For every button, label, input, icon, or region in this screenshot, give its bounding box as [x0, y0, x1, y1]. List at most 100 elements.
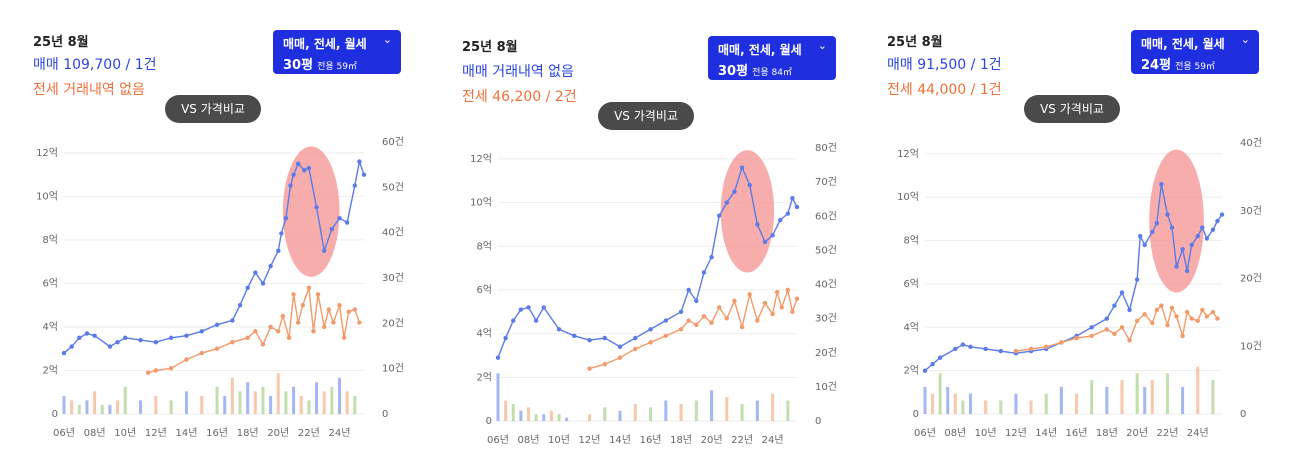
sale-data-point: [1210, 227, 1216, 232]
jeonse-data-point: [291, 292, 296, 297]
sale-data-point: [663, 318, 669, 323]
y-left-tick-label: 12억: [897, 148, 919, 160]
jeonse-summary: 전세 46,200 / 2건: [462, 89, 577, 105]
volume-bar: [953, 393, 957, 414]
volume-bar: [725, 397, 729, 421]
volume-bar: [961, 400, 965, 414]
y-right-tick-label: 10건: [815, 381, 837, 393]
filter-pyeong: 24평: [1141, 58, 1172, 73]
period-label: 25년 8월: [33, 35, 89, 50]
volume-bar: [931, 393, 935, 414]
x-tick-label: 24년: [1187, 427, 1209, 439]
sale-data-point: [314, 205, 319, 210]
jeonse-data-point: [357, 320, 362, 325]
jeonse-data-point: [716, 305, 722, 310]
sale-data-point: [214, 322, 220, 327]
sale-data-point: [168, 335, 174, 341]
sale-data-point: [1089, 325, 1094, 330]
jeonse-data-point: [1104, 327, 1110, 332]
vs-compare-button[interactable]: VS 가격비교: [165, 95, 261, 123]
y-left-tick-label: 0: [913, 409, 919, 420]
x-tick-label: 08년: [944, 427, 966, 439]
sale-summary: 매매 91,500 / 1건: [887, 57, 1002, 73]
volume-bar: [353, 395, 357, 414]
sale-data-point: [709, 255, 714, 260]
y-right-tick-label: 60건: [815, 210, 837, 222]
volume-bar: [307, 400, 311, 414]
jeonse-data-point: [1195, 318, 1200, 323]
volume-bar: [519, 410, 523, 421]
jeonse-series-line: [589, 287, 798, 370]
sale-data-point: [739, 165, 745, 170]
x-tick-label: 10년: [114, 427, 136, 439]
sale-data-point: [983, 346, 988, 352]
volume-bar: [1165, 373, 1169, 414]
volume-bar: [70, 400, 74, 414]
sale-data-point: [115, 339, 120, 345]
sale-data-point: [732, 189, 737, 194]
jeonse-data-point: [286, 335, 292, 341]
sale-data-point: [1134, 277, 1140, 282]
sale-data-point: [1104, 316, 1110, 321]
filter-pyeong: 30평: [718, 64, 749, 79]
volume-bar: [679, 403, 683, 421]
jeonse-data-point: [300, 303, 305, 308]
sale-data-point: [953, 346, 958, 352]
volume-bar: [771, 393, 775, 421]
jeonse-data-point: [774, 289, 780, 295]
jeonse-data-point: [1180, 333, 1185, 339]
jeonse-data-point: [1165, 322, 1170, 328]
volume-bar: [588, 414, 592, 421]
volume-bar: [246, 382, 250, 414]
jeonse-data-point: [214, 346, 220, 351]
sale-data-point: [762, 239, 768, 245]
volume-bar: [664, 400, 668, 421]
sale-data-point: [107, 344, 113, 349]
vs-compare-button[interactable]: VS 가격비교: [598, 102, 694, 130]
sale-data-point: [283, 215, 289, 221]
jeonse-data-point: [648, 340, 653, 345]
x-tick-label: 12년: [145, 427, 167, 439]
jeonse-data-point: [199, 350, 204, 356]
volume-bar: [338, 377, 342, 414]
sale-data-point: [260, 281, 266, 286]
x-tick-label: 12년: [1005, 427, 1027, 439]
volume-bar: [62, 395, 66, 414]
sale-data-point: [960, 342, 966, 347]
jeonse-data-point: [268, 324, 273, 330]
y-left-tick-label: 2억: [903, 365, 919, 377]
sale-data-point: [276, 248, 281, 253]
sale-data-point: [322, 248, 327, 253]
volume-bar: [269, 395, 273, 414]
jeonse-data-point: [1142, 312, 1147, 317]
jeonse-data-point: [1189, 316, 1194, 321]
volume-bar: [1044, 393, 1048, 414]
volume-bar: [511, 403, 515, 421]
volume-bar: [968, 393, 972, 414]
y-left-tick-label: 8억: [476, 240, 492, 252]
jeonse-data-point: [1215, 316, 1220, 321]
sale-data-point: [1169, 225, 1175, 230]
filter-button[interactable]: 매매, 전세, 월세 ⌄ 30평 전용 59㎡: [273, 30, 401, 74]
jeonse-data-point: [1169, 305, 1175, 310]
sale-data-point: [288, 183, 293, 188]
x-tick-label: 20년: [701, 434, 723, 446]
filter-button[interactable]: 매매, 전세, 월세 ⌄ 24평 전용 59㎡: [1131, 30, 1259, 74]
volume-bar: [284, 391, 288, 414]
y-left-tick-label: 0: [486, 416, 492, 427]
jeonse-data-point: [1112, 331, 1117, 336]
sale-data-point: [302, 168, 307, 173]
volume-bar: [1135, 373, 1139, 414]
sale-data-point: [790, 196, 795, 201]
volume-bar: [1090, 380, 1094, 414]
filter-button[interactable]: 매매, 전세, 월세 ⌄ 30평 전용 84㎡: [708, 36, 836, 80]
sale-data-point: [526, 305, 531, 310]
jeonse-data-point: [785, 287, 791, 293]
filter-size: 24평 전용 59㎡: [1141, 54, 1215, 73]
vs-compare-button[interactable]: VS 가격비교: [1024, 95, 1120, 123]
price-chart: 0 2억 4억 6억 8억 10억 12억 0 10건 20건 30건 40건 50건 60건 06년 08년…: [36, 136, 404, 439]
jeonse-data-point: [794, 296, 800, 301]
jeonse-data-point: [245, 335, 250, 341]
sale-data-point: [1154, 221, 1160, 226]
sale-data-point: [253, 270, 258, 275]
